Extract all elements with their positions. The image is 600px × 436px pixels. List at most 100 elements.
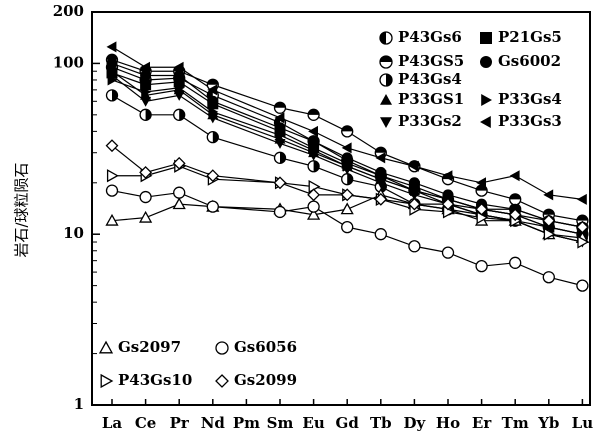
x-tick-label: Ho xyxy=(436,414,460,432)
data-point xyxy=(509,170,520,182)
data-point xyxy=(475,260,488,273)
marker-shape xyxy=(274,139,286,149)
marker-shape xyxy=(380,94,392,105)
marker-shape xyxy=(341,152,353,164)
data-point xyxy=(106,41,117,53)
marker-shape xyxy=(173,76,185,88)
data-point xyxy=(307,160,320,173)
marker-shape xyxy=(575,220,589,234)
marker-shape xyxy=(140,61,150,73)
marker-fill xyxy=(509,193,521,200)
x-tick-label: Nd xyxy=(201,414,226,432)
data-point xyxy=(139,108,152,121)
marker-shape xyxy=(215,341,229,355)
marker-shape xyxy=(173,69,185,81)
data-point xyxy=(206,200,219,213)
data-point xyxy=(174,82,185,94)
data-point xyxy=(307,200,320,213)
data-point xyxy=(273,151,287,164)
marker-fill xyxy=(212,131,219,143)
data-point xyxy=(408,160,419,172)
data-point xyxy=(105,89,119,102)
legend-marker xyxy=(481,94,492,106)
data-point xyxy=(206,131,219,144)
legend-marker xyxy=(215,374,229,388)
marker-fill xyxy=(375,147,387,153)
marker-fill xyxy=(145,109,152,121)
y-axis: 1 10 100 200 xyxy=(53,2,100,413)
marker-fill xyxy=(179,109,185,121)
x-tick-label: Tm xyxy=(502,414,529,432)
y-tick-label: 200 xyxy=(53,2,84,20)
marker-fill xyxy=(543,209,555,215)
marker-shape xyxy=(141,86,152,98)
marker-shape xyxy=(206,169,220,183)
marker-shape xyxy=(508,208,522,222)
legend-marker xyxy=(98,340,114,354)
marker-shape xyxy=(374,228,387,241)
data-point xyxy=(441,246,455,259)
data-point xyxy=(172,156,186,170)
marker-shape xyxy=(577,235,590,249)
marker-shape xyxy=(207,84,218,96)
x-tick-label: Ce xyxy=(135,414,156,432)
data-point xyxy=(173,69,185,81)
x-tick-label: Gd xyxy=(336,414,360,432)
data-point xyxy=(273,205,287,219)
marker-shape xyxy=(308,125,318,137)
marker-shape xyxy=(273,205,287,219)
marker-shape xyxy=(98,340,114,354)
marker-shape xyxy=(341,220,354,234)
marker-shape xyxy=(100,373,114,389)
data-point xyxy=(442,170,453,182)
marker-shape xyxy=(139,190,152,204)
data-point xyxy=(105,139,119,153)
data-point xyxy=(105,213,119,226)
x-tick-label: Eu xyxy=(302,414,324,432)
marker-shape xyxy=(509,256,522,269)
marker-fill xyxy=(380,56,392,62)
marker-shape xyxy=(576,193,587,205)
data-point xyxy=(342,160,353,172)
legend-label: Gs2099 xyxy=(234,371,297,389)
marker-shape xyxy=(410,185,420,197)
legend-marker xyxy=(380,117,392,128)
plot-frame xyxy=(91,11,591,406)
data-point xyxy=(309,144,320,156)
marker-shape xyxy=(408,177,420,189)
marker-shape xyxy=(273,176,287,190)
data-point xyxy=(308,125,318,137)
data-point xyxy=(543,189,554,201)
x-tick-label: La xyxy=(102,414,123,432)
data-point xyxy=(340,202,354,215)
data-point xyxy=(107,74,118,86)
data-point xyxy=(139,190,152,204)
marker-shape xyxy=(174,82,185,94)
data-point xyxy=(475,202,489,216)
marker-fill xyxy=(207,79,219,85)
marker-shape xyxy=(441,197,455,211)
marker-shape xyxy=(375,152,386,164)
marker-shape xyxy=(543,227,556,241)
data-point xyxy=(374,192,388,206)
data-point xyxy=(140,61,150,73)
data-point xyxy=(140,69,152,81)
marker-shape xyxy=(106,169,119,183)
y-tick-label: 100 xyxy=(53,53,84,71)
data-point xyxy=(543,227,556,241)
marker-shape xyxy=(307,188,321,202)
data-point xyxy=(576,193,587,205)
legend-label: P33GS1 xyxy=(398,90,464,108)
marker-shape xyxy=(309,144,320,156)
marker-shape xyxy=(173,61,184,73)
legend-marker xyxy=(379,73,393,87)
marker-fill xyxy=(280,152,286,164)
data-point xyxy=(340,188,354,202)
data-point xyxy=(307,188,321,202)
marker-fill xyxy=(386,74,392,86)
marker-shape xyxy=(475,260,488,273)
marker-shape xyxy=(341,142,352,154)
data-point xyxy=(375,152,386,164)
marker-shape xyxy=(275,129,286,141)
y-axis-label: 岩石/球粒陨石 xyxy=(13,162,31,257)
